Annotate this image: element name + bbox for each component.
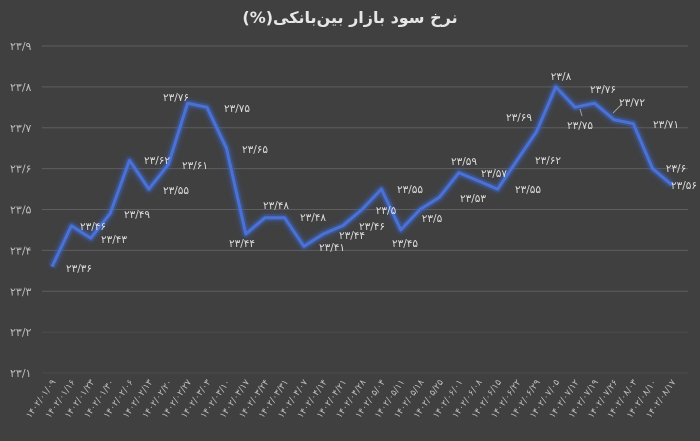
data-label: ۲۳/۶ xyxy=(666,163,686,175)
data-line xyxy=(50,85,673,268)
data-label: ۲۳/۵۳ xyxy=(460,193,486,205)
data-label: ۲۳/۶۲ xyxy=(144,155,170,167)
data-label: ۲۳/۵ xyxy=(422,213,443,225)
series-line xyxy=(48,83,675,269)
data-labels: ۲۳/۳۶۲۳/۴۶۲۳/۴۳۲۳/۴۹۲۳/۶۲۲۳/۵۵۲۳/۶۱۲۳/۷۶… xyxy=(66,71,697,275)
y-tick-label: ۲۳/۴ xyxy=(10,244,32,257)
data-label: ۲۳/۴۶ xyxy=(80,221,106,233)
data-label: ۲۳/۴۴ xyxy=(339,230,365,242)
x-axis: ۱۴۰۲/۰۱/۰۹۱۴۰۲/۰۱/۱۶۱۴۰۲/۰۱/۲۳۱۴۰۲/۰۱/۳۰… xyxy=(25,378,679,421)
y-axis: ۲۳/۱ ۲۳/۲ ۲۳/۳ ۲۳/۴ ۲۳/۵ ۲۳/۶ ۲۳/۷ ۲۳/۸ ۲۳/۹ xyxy=(10,40,32,380)
data-label: ۲۳/۷۱ xyxy=(653,119,679,131)
data-label: ۲۳/۴۱ xyxy=(319,242,345,254)
data-label: ۲۳/۴۸ xyxy=(300,212,326,224)
y-tick-label: ۲۳/۹ xyxy=(10,40,32,53)
data-label: ۲۳/۶۲ xyxy=(535,155,561,167)
data-label: ۲۳/۴۴ xyxy=(229,238,255,250)
chart-title: نرخ سود بازار بین‌بانکی(%) xyxy=(242,8,458,27)
y-tick-label: ۲۳/۷ xyxy=(10,122,32,135)
y-tick-label: ۲۳/۲ xyxy=(10,326,32,339)
data-label: ۲۳/۶۵ xyxy=(242,144,268,156)
data-label: ۲۳/۶۱ xyxy=(182,160,208,172)
y-tick-label: ۲۳/۸ xyxy=(10,81,32,94)
data-label: ۲۳/۸ xyxy=(551,71,572,83)
data-label: ۲۳/۵۵ xyxy=(515,184,541,196)
data-label: ۲۳/۵۵ xyxy=(163,185,189,197)
y-tick-label: ۲۳/۳ xyxy=(10,285,32,298)
data-label: ۲۳/۷۶ xyxy=(590,84,616,96)
data-label: ۲۳/۴۶ xyxy=(359,221,385,233)
data-label: ۲۳/۵۵ xyxy=(397,184,423,196)
data-label: ۲۳/۴۵ xyxy=(392,238,418,250)
data-label: ۲۳/۶۹ xyxy=(506,112,532,124)
data-label: ۲۳/۵ xyxy=(376,205,397,217)
data-label: ۲۳/۷۵ xyxy=(224,103,250,115)
data-label: ۲۳/۴۹ xyxy=(124,209,150,221)
data-label: ۲۳/۷۲ xyxy=(619,97,645,109)
data-label: ۲۳/۴۳ xyxy=(101,234,127,246)
data-label: ۲۳/۷۵ xyxy=(567,120,593,132)
y-tick-label: ۲۳/۵ xyxy=(10,204,32,217)
y-tick-label: ۲۳/۶ xyxy=(10,163,31,176)
data-label: ۲۳/۳۶ xyxy=(66,263,92,275)
data-label: ۲۳/۵۹ xyxy=(451,156,477,168)
data-label: ۲۳/۵۶ xyxy=(671,180,697,192)
y-tick-label: ۲۳/۱ xyxy=(10,367,31,380)
data-label: ۲۳/۷۶ xyxy=(163,92,189,104)
data-label: ۲۳/۵۷ xyxy=(481,168,507,180)
data-label: ۲۳/۴۸ xyxy=(263,200,289,212)
